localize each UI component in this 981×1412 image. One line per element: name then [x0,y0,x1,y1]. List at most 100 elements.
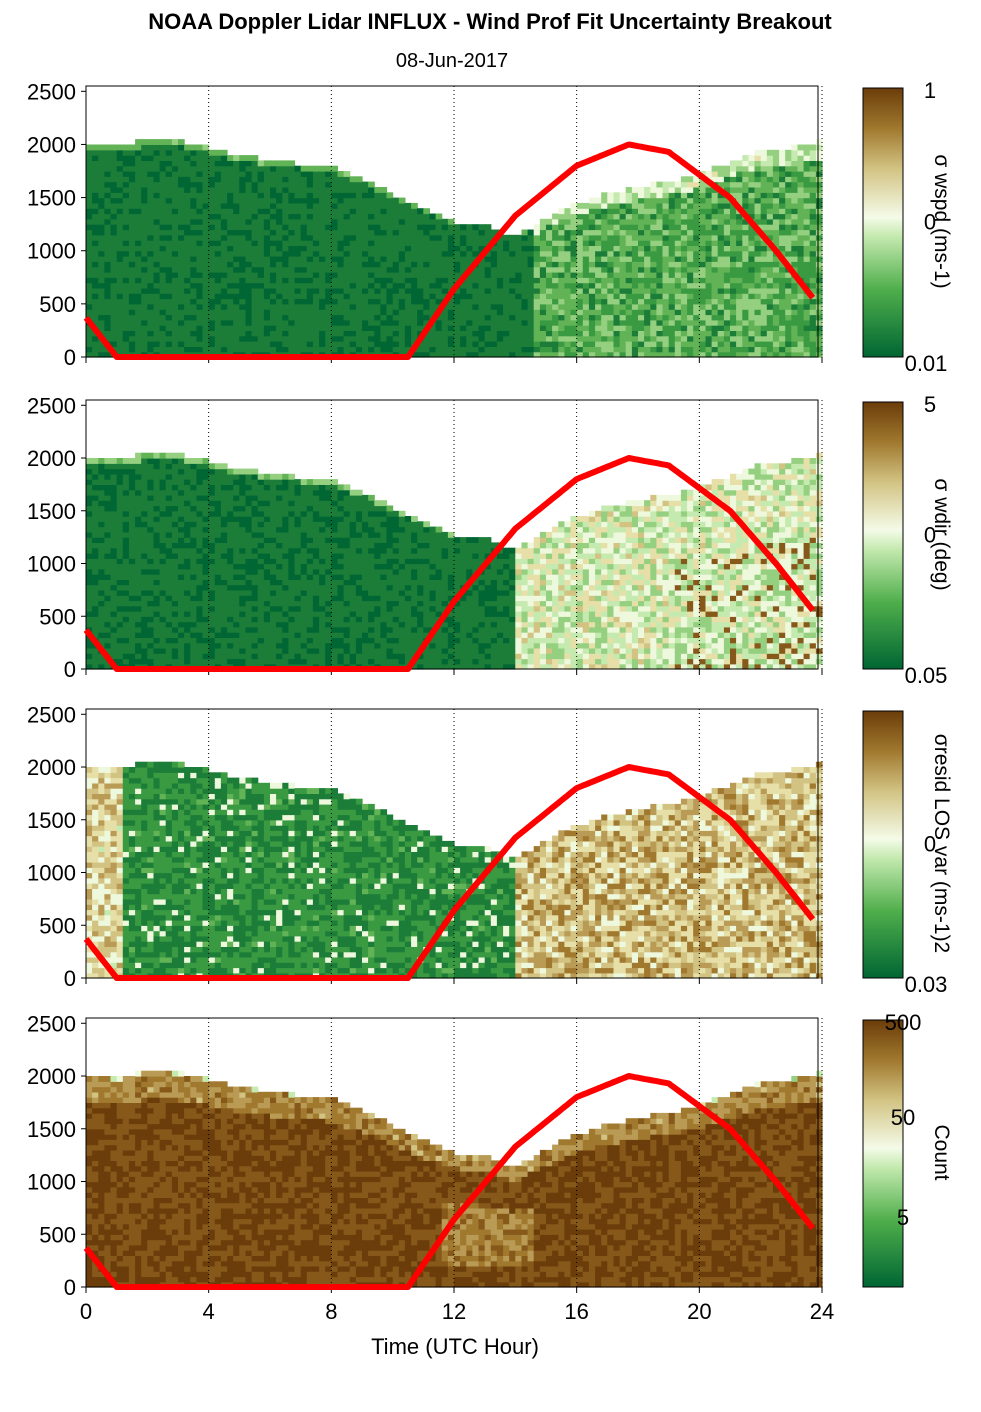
heatmap-cell [209,579,216,585]
heatmap-cell [558,277,565,283]
heatmap-cell [430,251,437,257]
heatmap-cell [129,511,136,517]
heatmap-cell [706,283,713,289]
heatmap-cell [503,272,510,278]
heatmap-cell [196,564,203,570]
heatmap-cell [135,600,142,606]
heatmap-cell [338,277,345,283]
heatmap-cell [215,511,222,517]
heatmap-cell [172,537,179,543]
heatmap-cell [141,527,148,533]
heatmap-cell [540,272,547,278]
heatmap-cell [117,463,124,469]
heatmap-cell [221,346,228,352]
heatmap-cell [748,235,755,241]
heatmap-cell [276,277,283,283]
heatmap-cell [423,245,430,251]
heatmap-cell [178,330,185,336]
heatmap-cell [485,320,492,326]
heatmap-cell [270,272,277,278]
heatmap-cell [681,293,688,299]
heatmap-cell [748,192,755,198]
heatmap-cell [693,192,700,198]
heatmap-cell [154,341,161,347]
heatmap-cell [92,595,99,601]
heatmap-cell [172,527,179,533]
heatmap-cell [111,304,118,310]
heatmap-cell [86,309,93,315]
heatmap-cell [767,155,774,161]
heatmap-cell [239,155,246,161]
heatmap-cell [675,214,682,220]
heatmap-cell [497,283,504,289]
heatmap-cell [313,346,320,352]
heatmap-cell [699,277,706,283]
heatmap-cell [184,648,191,654]
heatmap-cell [209,537,216,543]
heatmap-cell [767,304,774,310]
heatmap-cell [129,458,136,464]
heatmap-cell [595,283,602,289]
heatmap-cell [190,532,197,538]
heatmap-cell [178,283,185,289]
heatmap-cell [123,192,130,198]
heatmap-cell [86,230,93,236]
heatmap-cell [460,320,467,326]
heatmap-cell [699,208,706,214]
heatmap-cell [147,304,154,310]
heatmap-cell [160,160,167,166]
heatmap-cell [761,245,768,251]
heatmap-cell [350,230,357,236]
heatmap-cell [190,320,197,326]
heatmap-cell [718,171,725,177]
heatmap-cell [135,474,142,480]
heatmap-cell [583,256,590,262]
heatmap-cell [98,272,105,278]
heatmap-cell [147,182,154,188]
heatmap-cell [785,283,792,289]
heatmap-cell [681,267,688,273]
heatmap-cell [742,315,749,321]
heatmap-cell [528,256,535,262]
heatmap-cell [104,203,111,209]
heatmap-cell [472,346,479,352]
heatmap-cell [172,484,179,490]
heatmap-cell [356,198,363,204]
heatmap-cell [141,267,148,273]
heatmap-cell [92,187,99,193]
heatmap-cell [380,219,387,225]
heatmap-cell [184,500,191,506]
heatmap-cell [123,495,130,501]
heatmap-cell [86,155,93,161]
heatmap-cell [767,219,774,225]
heatmap-cell [129,516,136,522]
heatmap-cell [166,235,173,241]
heatmap-cell [166,139,173,145]
heatmap-cell [166,490,173,496]
heatmap-cell [350,299,357,305]
heatmap-cell [264,219,271,225]
heatmap-cell [620,336,627,342]
heatmap-cell [221,230,228,236]
heatmap-cell [712,214,719,220]
heatmap-cell [166,553,173,559]
heatmap-cell [485,315,492,321]
heatmap-cell [92,500,99,506]
heatmap-cell [417,240,424,246]
heatmap-cell [147,320,154,326]
heatmap-cell [178,203,185,209]
heatmap-cell [687,214,694,220]
heatmap-cell [620,304,627,310]
heatmap-cell [111,272,118,278]
heatmap-cell [86,458,93,464]
heatmap-cell [209,214,216,220]
heatmap-cell [583,320,590,326]
heatmap-cell [221,320,228,326]
heatmap-cell [307,346,314,352]
heatmap-cell [98,251,105,257]
heatmap-cell [239,230,246,236]
heatmap-cell [791,192,798,198]
heatmap-cell [362,203,369,209]
heatmap-cell [791,145,798,151]
heatmap-cell [699,330,706,336]
